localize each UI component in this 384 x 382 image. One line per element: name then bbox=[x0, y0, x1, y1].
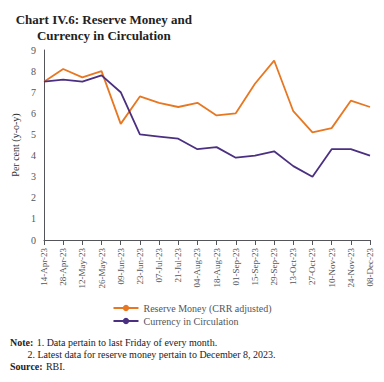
svg-text:13-Oct-23: 13-Oct-23 bbox=[288, 248, 298, 285]
svg-text:Source:: Source: bbox=[10, 361, 43, 372]
svg-text:09-Jun-23: 09-Jun-23 bbox=[116, 248, 126, 285]
svg-text:23-Jun-23: 23-Jun-23 bbox=[135, 248, 145, 285]
svg-text:24-Nov-23: 24-Nov-23 bbox=[346, 248, 356, 288]
svg-text:Per cent (y-o-y): Per cent (y-o-y) bbox=[10, 113, 22, 176]
svg-text:0: 0 bbox=[31, 235, 36, 246]
svg-text:RBI.: RBI. bbox=[46, 361, 65, 372]
svg-text:18-Aug-23: 18-Aug-23 bbox=[212, 248, 222, 288]
svg-text:7: 7 bbox=[31, 87, 36, 98]
svg-text:Chart IV.6: Reserve Money and: Chart IV.6: Reserve Money and bbox=[16, 12, 193, 27]
svg-text:3: 3 bbox=[31, 171, 36, 182]
svg-text:29-Sep-23: 29-Sep-23 bbox=[269, 248, 279, 286]
svg-text:28-Apr-23: 28-Apr-23 bbox=[58, 248, 68, 286]
svg-text:Reserve Money (CRR adjusted): Reserve Money (CRR adjusted) bbox=[143, 303, 271, 315]
svg-text:1: 1 bbox=[31, 213, 36, 224]
svg-text:9: 9 bbox=[31, 45, 36, 56]
svg-text:10-Nov-23: 10-Nov-23 bbox=[327, 248, 337, 288]
svg-text:4: 4 bbox=[31, 150, 36, 161]
svg-text:07-Jul-23: 07-Jul-23 bbox=[154, 248, 164, 283]
svg-text:1. Data pertain to last Friday: 1. Data pertain to last Friday of every … bbox=[37, 337, 218, 348]
svg-text:26-May-23: 26-May-23 bbox=[97, 248, 107, 289]
svg-text:01-Sep-23: 01-Sep-23 bbox=[231, 248, 241, 286]
svg-text:04-Aug-23: 04-Aug-23 bbox=[192, 248, 202, 288]
svg-text:2: 2 bbox=[31, 192, 36, 203]
svg-text:6: 6 bbox=[31, 108, 36, 119]
svg-text:Currency in Circulation: Currency in Circulation bbox=[37, 28, 172, 43]
svg-text:Currency in Circulation: Currency in Circulation bbox=[143, 316, 238, 327]
svg-text:2. Latest data for reserve mon: 2. Latest data for reserve money pertain… bbox=[10, 349, 275, 360]
svg-text:5: 5 bbox=[31, 129, 36, 140]
svg-text:27-Oct-23: 27-Oct-23 bbox=[307, 248, 317, 285]
svg-text:21-Jul-23: 21-Jul-23 bbox=[173, 248, 183, 283]
svg-text:08-Dec-23: 08-Dec-23 bbox=[365, 248, 375, 287]
svg-text:Note:: Note: bbox=[10, 337, 33, 348]
svg-text:14-Apr-23: 14-Apr-23 bbox=[39, 248, 49, 286]
svg-text:8: 8 bbox=[31, 66, 36, 77]
svg-text:15-Sep-23: 15-Sep-23 bbox=[250, 248, 260, 286]
svg-text:12-May-23: 12-May-23 bbox=[77, 248, 87, 289]
